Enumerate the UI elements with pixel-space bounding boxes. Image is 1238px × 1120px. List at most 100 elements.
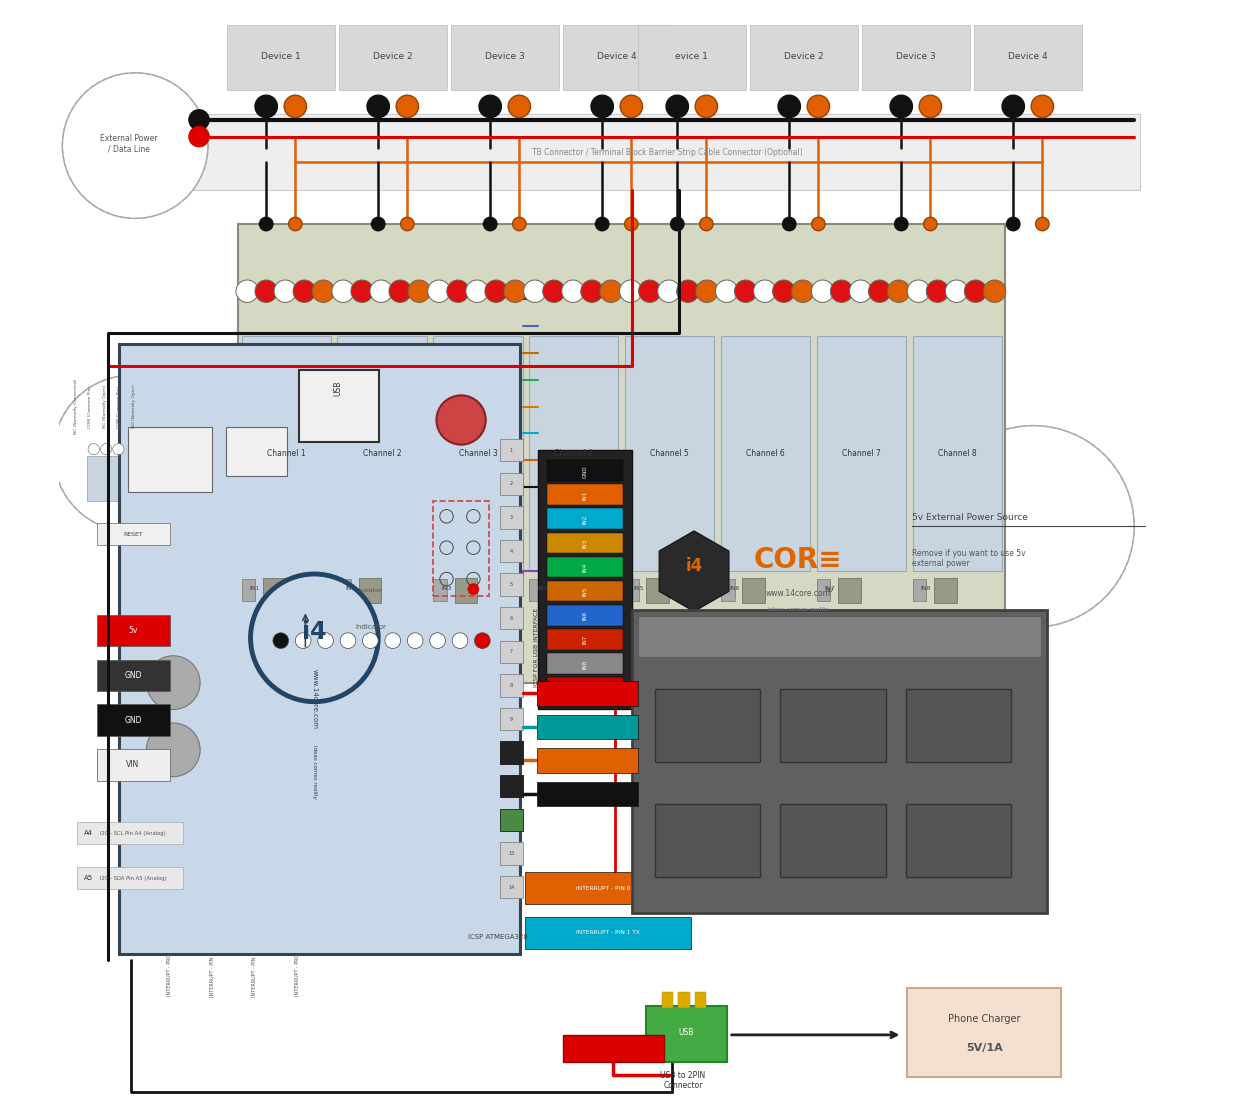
Text: 14CORE   HMI Relay Commander: 14CORE HMI Relay Commander [765,632,914,641]
Circle shape [484,217,496,231]
Text: evice 1: evice 1 [676,52,708,60]
Text: CH1 OFF: CH1 OFF [687,720,728,730]
Polygon shape [659,531,729,612]
Bar [359,578,381,603]
Text: 2: 2 [510,482,513,486]
Text: Device 1: Device 1 [261,52,301,60]
Circle shape [924,217,937,231]
Text: IN1: IN1 [583,491,588,500]
Circle shape [895,217,907,231]
Circle shape [465,280,488,302]
Text: USB: USB [333,381,343,396]
Circle shape [468,584,479,595]
Bar [539,450,633,709]
Circle shape [409,280,431,302]
Text: NC (Normally Connected): NC (Normally Connected) [74,379,78,435]
Text: I2C - SCL Pin A4 (Analog): I2C - SCL Pin A4 (Analog) [100,831,166,836]
Text: A4: A4 [83,830,93,837]
Text: ICSP ATMEGA328: ICSP ATMEGA328 [468,934,527,941]
Text: 5: 5 [510,582,513,587]
Bar [338,336,427,571]
Circle shape [919,95,942,118]
Text: Remove if you want to use 5v
external power: Remove if you want to use 5v external po… [912,549,1026,568]
Bar [721,336,810,571]
Bar [780,804,885,877]
Circle shape [1036,217,1049,231]
Bar [500,876,522,898]
Text: Isolator: Isolator [359,588,383,592]
Circle shape [524,280,546,302]
Text: VCC: VCC [583,682,588,693]
Bar [97,660,170,691]
Circle shape [485,280,508,302]
Circle shape [983,280,1005,302]
Text: i4: i4 [302,620,327,644]
Text: CH5 OFF: CH5 OFF [813,836,853,846]
Text: Device 4: Device 4 [597,52,636,60]
Circle shape [696,280,718,302]
Bar [906,689,1011,762]
Circle shape [396,95,418,118]
Bar [537,782,638,806]
Bar [77,867,183,889]
Circle shape [777,95,801,118]
Text: IN4: IN4 [583,563,588,572]
Text: ICSP FOR USB INTERFACE: ICSP FOR USB INTERFACE [534,608,539,687]
Circle shape [619,280,643,302]
Bar [551,578,573,603]
Circle shape [639,280,661,302]
Bar [633,610,1047,913]
Bar [696,992,707,1008]
Bar [661,992,672,1008]
Circle shape [625,217,638,231]
Bar [500,809,522,831]
Circle shape [430,633,446,648]
Circle shape [907,280,930,302]
Circle shape [812,217,825,231]
Bar [927,629,994,654]
Circle shape [401,217,413,231]
Bar [935,578,957,603]
Text: 10: 10 [509,750,515,755]
Text: IN8: IN8 [921,586,931,590]
Text: ideas comes reality: ideas comes reality [768,607,829,612]
Text: 6: 6 [510,616,513,620]
Bar [563,25,671,90]
Circle shape [288,217,302,231]
Bar [500,573,522,596]
Bar [193,114,1140,190]
Circle shape [716,280,738,302]
Text: USB to 2PIN
Connector: USB to 2PIN Connector [660,1071,706,1091]
Text: COR≡: COR≡ [754,547,842,575]
Text: USB: USB [678,1028,693,1037]
Circle shape [135,444,146,455]
Bar [500,775,522,797]
Circle shape [371,217,385,231]
Circle shape [53,375,210,532]
Bar [241,579,255,601]
Text: IN5: IN5 [633,586,644,590]
Bar [129,427,213,492]
Text: IN8: IN8 [583,660,588,669]
Circle shape [312,280,334,302]
Circle shape [666,95,688,118]
Bar [817,336,906,571]
Text: www.14core.com: www.14core.com [765,589,831,598]
Bar [500,775,522,797]
Circle shape [428,280,451,302]
Bar [547,629,624,650]
Bar [750,25,858,90]
Bar [547,485,624,505]
Bar [97,523,170,545]
Bar [454,578,477,603]
Bar [537,748,638,773]
Circle shape [284,95,307,118]
Circle shape [437,395,485,445]
Bar [547,460,624,482]
Circle shape [671,217,683,231]
Bar [500,741,522,764]
Text: INTERRUPT - PRO: INTERRUPT - PRO [167,953,172,996]
Circle shape [849,280,872,302]
Text: 5v External Power Source: 5v External Power Source [912,513,1029,522]
Text: GND: GND [577,790,598,799]
